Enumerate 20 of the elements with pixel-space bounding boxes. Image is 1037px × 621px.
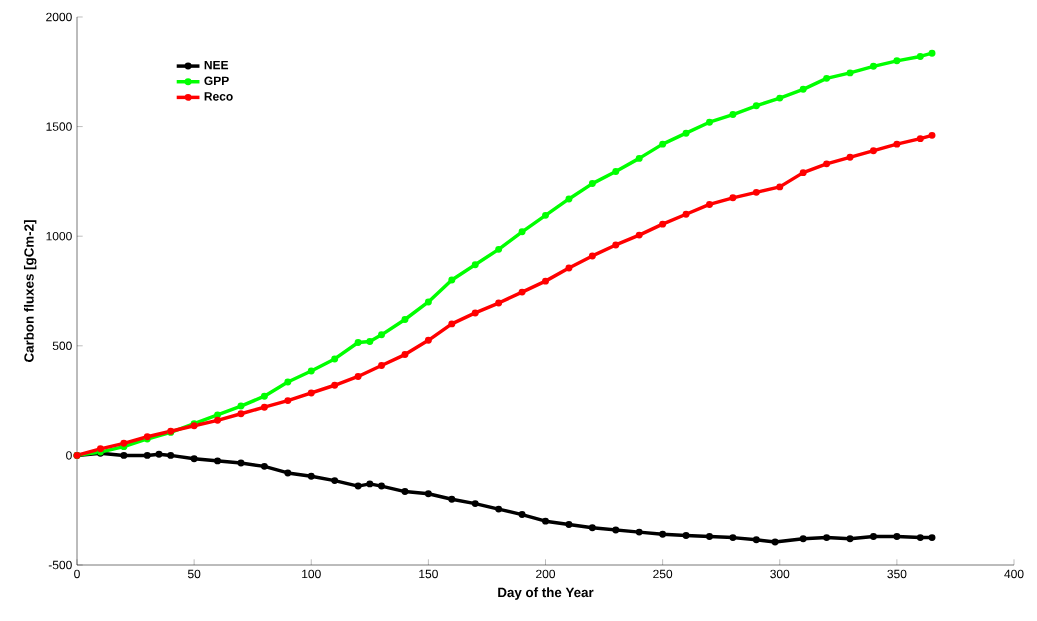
x-axis-title: Day of the Year [498, 587, 594, 600]
x-tick-label: 200 [536, 569, 556, 579]
y-tick-label: 1000 [46, 231, 72, 241]
legend-label: NEE [204, 60, 229, 70]
y-axis-title: Carbon fluxes [gCm-2] [23, 220, 37, 362]
x-tick-label: 300 [770, 569, 790, 579]
legend-label: GPP [204, 76, 229, 86]
x-tick-label: 0 [74, 569, 80, 579]
x-tick-label: 350 [887, 569, 907, 579]
x-tick-label: 250 [653, 569, 673, 579]
legend-label: Reco [204, 92, 233, 101]
x-tick-label: 50 [187, 569, 201, 579]
y-tick-label: 1500 [46, 122, 72, 131]
x-tick-label: 400 [1004, 569, 1024, 579]
y-tick-label: 2000 [46, 12, 72, 22]
y-tick-label: 500 [52, 341, 72, 351]
x-tick-label: 100 [302, 569, 321, 579]
y-tick-label: -500 [48, 560, 72, 570]
x-tick-label: 150 [419, 569, 438, 579]
y-tick-label: 0 [66, 451, 72, 460]
